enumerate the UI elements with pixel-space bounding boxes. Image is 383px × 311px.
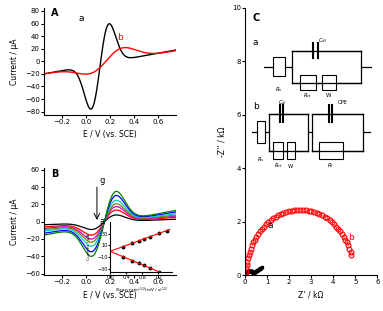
Text: A: A [51,8,58,18]
X-axis label: Z’ / kΩ: Z’ / kΩ [298,291,324,300]
Text: C: C [253,13,260,23]
Text: a: a [253,38,259,47]
Text: b: b [253,102,259,111]
Y-axis label: Current / μA: Current / μA [10,198,20,245]
Text: a: a [79,14,84,23]
Text: b: b [348,234,354,243]
Text: b: b [117,33,123,42]
Text: B: B [51,169,58,179]
X-axis label: E / V (vs. SCE): E / V (vs. SCE) [83,291,137,300]
Text: a: a [267,221,273,230]
Y-axis label: Current / μA: Current / μA [10,38,20,85]
X-axis label: E / V (vs. SCE): E / V (vs. SCE) [83,131,137,139]
Text: g: g [100,176,105,185]
Y-axis label: -Z’’ / kΩ: -Z’’ / kΩ [217,126,226,157]
Text: a: a [100,217,105,226]
